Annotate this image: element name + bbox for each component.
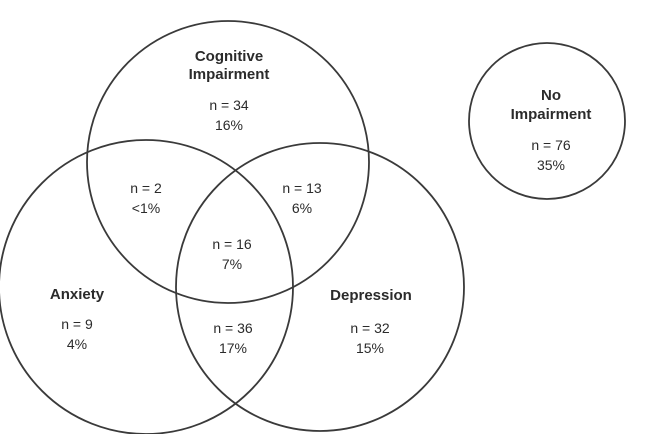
- depression-percent: 15%: [356, 340, 384, 356]
- all-three-count: n = 16: [212, 236, 252, 252]
- no-impairment-count: n = 76: [531, 137, 571, 153]
- cognitive-depression-count: n = 13: [282, 180, 322, 196]
- cognitive-anxiety-count: n = 2: [130, 180, 162, 196]
- cognitive-impairment-label-line1: Cognitive: [195, 48, 263, 65]
- anxiety-depression-percent: 17%: [219, 340, 247, 356]
- anxiety-circle: [0, 139, 294, 434]
- all-three-percent: 7%: [222, 256, 242, 272]
- no-impairment-label-line2: Impairment: [511, 106, 592, 123]
- anxiety-depression-count: n = 36: [213, 320, 253, 336]
- cognitive-depression-percent: 6%: [292, 200, 312, 216]
- anxiety-percent: 4%: [67, 336, 87, 352]
- depression-label: Depression: [330, 287, 412, 304]
- no-impairment-label-line1: No: [541, 87, 561, 104]
- cognitive-anxiety-percent: <1%: [132, 200, 160, 216]
- depression-circle: [175, 142, 465, 432]
- anxiety-label: Anxiety: [50, 286, 105, 303]
- anxiety-count: n = 9: [61, 316, 93, 332]
- cognitive-impairment-percent: 16%: [215, 117, 243, 133]
- cognitive-impairment-circle: [86, 20, 370, 304]
- no-impairment-percent: 35%: [537, 157, 565, 173]
- cognitive-impairment-label-line2: Impairment: [189, 66, 270, 83]
- no-impairment-circle: [468, 42, 626, 200]
- depression-count: n = 32: [350, 320, 390, 336]
- cognitive-impairment-count: n = 34: [209, 97, 249, 113]
